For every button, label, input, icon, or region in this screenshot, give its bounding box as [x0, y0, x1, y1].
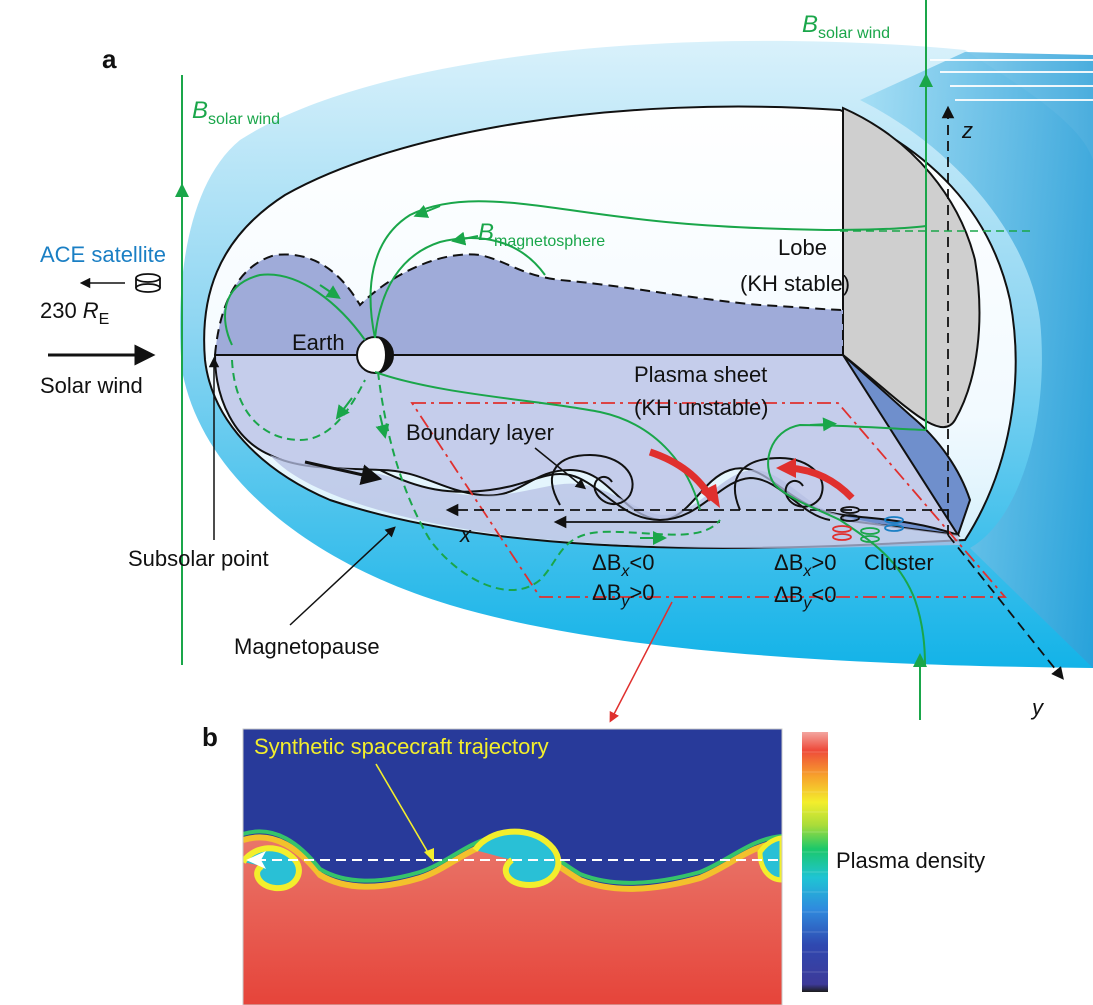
cluster-spacecraft-icon-blue: [884, 516, 904, 532]
upper-lobe-region: [213, 253, 844, 356]
simulation-frame: [242, 728, 783, 1005]
ace-satellite-label: ACE satellite: [40, 242, 166, 267]
field-line-dayside-arrow: [319, 284, 341, 299]
tail-flank: [860, 52, 1093, 668]
simulation-vortex-2: [472, 828, 562, 889]
solar-wind-label: Solar wind: [40, 373, 143, 398]
cluster-spacecraft-icon-green: [860, 527, 880, 543]
field-line-dayside: [224, 273, 366, 346]
field-line-outer: [369, 200, 927, 339]
left-delta-bx: ΔBx<0: [592, 550, 654, 580]
field-line-mid-arrow: [451, 231, 479, 246]
plasma-density-colorbar: [802, 732, 828, 992]
lobe-kh-label: (KH stable): [740, 271, 850, 296]
axis-y-line: [947, 534, 1064, 680]
axis-y-label: y: [1030, 695, 1045, 720]
panel-a-letter: a: [102, 44, 117, 74]
lobe-label: Lobe: [778, 235, 827, 260]
field-line-mid: [374, 237, 546, 339]
b-magnetosphere-label: Bmagnetosphere: [478, 219, 605, 250]
axis-z-label: z: [961, 118, 973, 143]
axis-x-label: x: [459, 522, 472, 547]
earth-label: Earth: [292, 330, 345, 355]
magnetopause-flow-arrow: [304, 460, 383, 485]
trajectory-label: Synthetic spacecraft trajectory: [254, 734, 549, 759]
cluster-label: Cluster: [864, 550, 934, 575]
simulation-panel: [243, 729, 782, 1005]
flow-arrow-right: [789, 464, 855, 501]
magnetopause-label: Magnetopause: [234, 634, 380, 659]
sheath-stripes: [930, 59, 1093, 101]
kh-vortex-2: [734, 456, 824, 511]
magnetopause-pointer: [289, 526, 396, 626]
panel-b-letter: b: [202, 722, 218, 752]
ace-satellite-icon: [135, 273, 161, 293]
magnetopause-boundary: [379, 469, 831, 522]
b-solar-wind-left-label: Bsolar wind: [192, 97, 280, 128]
right-delta-by: ΔBy<0: [774, 582, 836, 612]
colorbar-label: Plasma density: [836, 848, 985, 873]
trajectory-arrowhead: [246, 851, 266, 869]
earth-night-side: [375, 337, 393, 373]
panel-link-arrow: [609, 601, 673, 723]
ace-distance-label: 230 RE: [40, 298, 109, 328]
field-line-right-arrow: [809, 417, 837, 432]
simulation-plane-frame: [410, 402, 1007, 598]
left-delta-by: ΔBy>0: [592, 580, 654, 610]
right-delta-bx: ΔBx>0: [774, 550, 836, 580]
field-line-outer-arrow: [413, 204, 441, 218]
field-line-tail-dashed: [377, 371, 721, 591]
plasma-sheet-label: Plasma sheet: [634, 362, 767, 387]
kh-vortex-1: [550, 453, 634, 506]
flow-arrow-left-head: [700, 484, 720, 508]
b-solar-wind-top-label: Bsolar wind: [802, 11, 890, 42]
colorbar-band-lines: [802, 751, 828, 973]
plasma-sheet-kh-label: (KH unstable): [634, 395, 769, 420]
flow-arrow-right-head: [776, 458, 796, 478]
trajectory-label-pointer: [375, 763, 431, 857]
field-line-tail-dashed-arrow: [375, 414, 390, 439]
boundary-layer-label: Boundary layer: [406, 420, 554, 445]
subsolar-point-label: Subsolar point: [128, 546, 269, 571]
trajectory-label-pointer-head: [424, 848, 434, 862]
cluster-spacecraft-icon-red: [832, 525, 852, 541]
boundary-layer-pointer: [534, 447, 587, 490]
simulation-plasma-region: [243, 837, 782, 1005]
field-line-dayside-dashed-arrow: [335, 397, 353, 420]
cluster-spacecraft-icon-black: [840, 506, 860, 522]
